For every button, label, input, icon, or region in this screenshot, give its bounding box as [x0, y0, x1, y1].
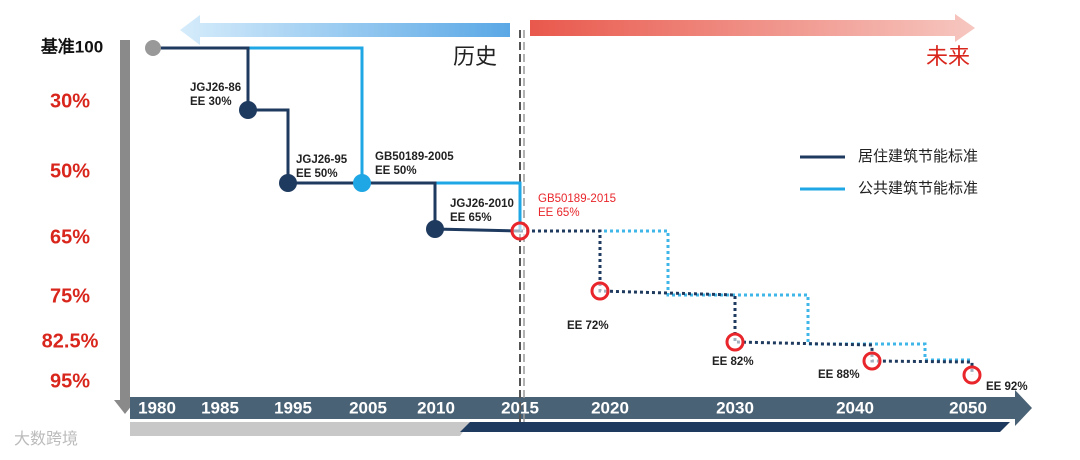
milestone-label: EE 72% — [567, 320, 609, 332]
target-ring — [862, 351, 882, 371]
milestone-label: EE 65% — [450, 212, 492, 224]
future-label: 未来 — [926, 45, 970, 70]
y-level-label: 30% — [50, 90, 90, 112]
watermark: 大数跨境 — [14, 429, 78, 448]
x-year-label: 2010 — [417, 398, 455, 417]
milestone-dot — [353, 174, 371, 192]
milestone-label: GB50189-2005 — [375, 151, 454, 163]
milestone-label: EE 50% — [375, 165, 417, 177]
x-year-label: 1985 — [201, 398, 239, 417]
x-year-label: 2020 — [591, 398, 629, 417]
milestone-label: GB50189-2015 — [538, 193, 616, 205]
x-year-label: 1980 — [138, 398, 176, 417]
y-level-label: 95% — [50, 370, 90, 392]
x-year-label: 2040 — [836, 398, 874, 417]
milestone-label: EE 30% — [190, 96, 232, 108]
x-year-label: 2015 — [501, 398, 539, 417]
y-axis-arrow — [114, 40, 136, 414]
y-level-label: 50% — [50, 160, 90, 182]
base-dot — [145, 40, 161, 56]
y-level-label: 75% — [50, 285, 90, 307]
x-year-label: 2005 — [349, 398, 387, 417]
residential-future — [520, 229, 974, 375]
milestone-label: EE 88% — [818, 369, 860, 381]
legend-label: 居住建筑节能标准 — [858, 148, 978, 165]
y-level-label: 65% — [50, 226, 90, 248]
x-year-label: 2030 — [716, 398, 754, 417]
x-year-label: 2050 — [949, 398, 987, 417]
target-ring — [725, 332, 745, 352]
milestone-label: JGJ26-95 — [296, 154, 348, 166]
milestone-dot — [239, 101, 257, 119]
public-future — [520, 229, 972, 362]
timeline — [130, 390, 1032, 426]
milestone-dot — [426, 220, 444, 238]
milestone-label: JGJ26-2010 — [450, 198, 514, 210]
history-arrow — [180, 15, 510, 45]
milestone-label: EE 92% — [986, 381, 1028, 393]
timeline-shadow — [130, 422, 470, 436]
future-arrow — [530, 14, 975, 42]
timeline-shadow — [460, 422, 1010, 432]
legend-label: 公共建筑节能标准 — [858, 180, 978, 197]
y-level-label: 82.5% — [42, 330, 99, 352]
y-level-label: 基准100 — [40, 36, 103, 56]
x-year-label: 1995 — [274, 398, 312, 417]
milestone-label: EE 82% — [712, 356, 754, 368]
milestone-label: JGJ26-86 — [190, 82, 241, 94]
milestone-dot — [279, 174, 297, 192]
target-ring — [590, 281, 610, 301]
milestone-label: EE 50% — [296, 168, 338, 180]
target-ring — [510, 221, 530, 241]
target-ring — [962, 365, 982, 385]
history-label: 历史 — [453, 45, 497, 70]
milestone-label: EE 65% — [538, 207, 580, 219]
